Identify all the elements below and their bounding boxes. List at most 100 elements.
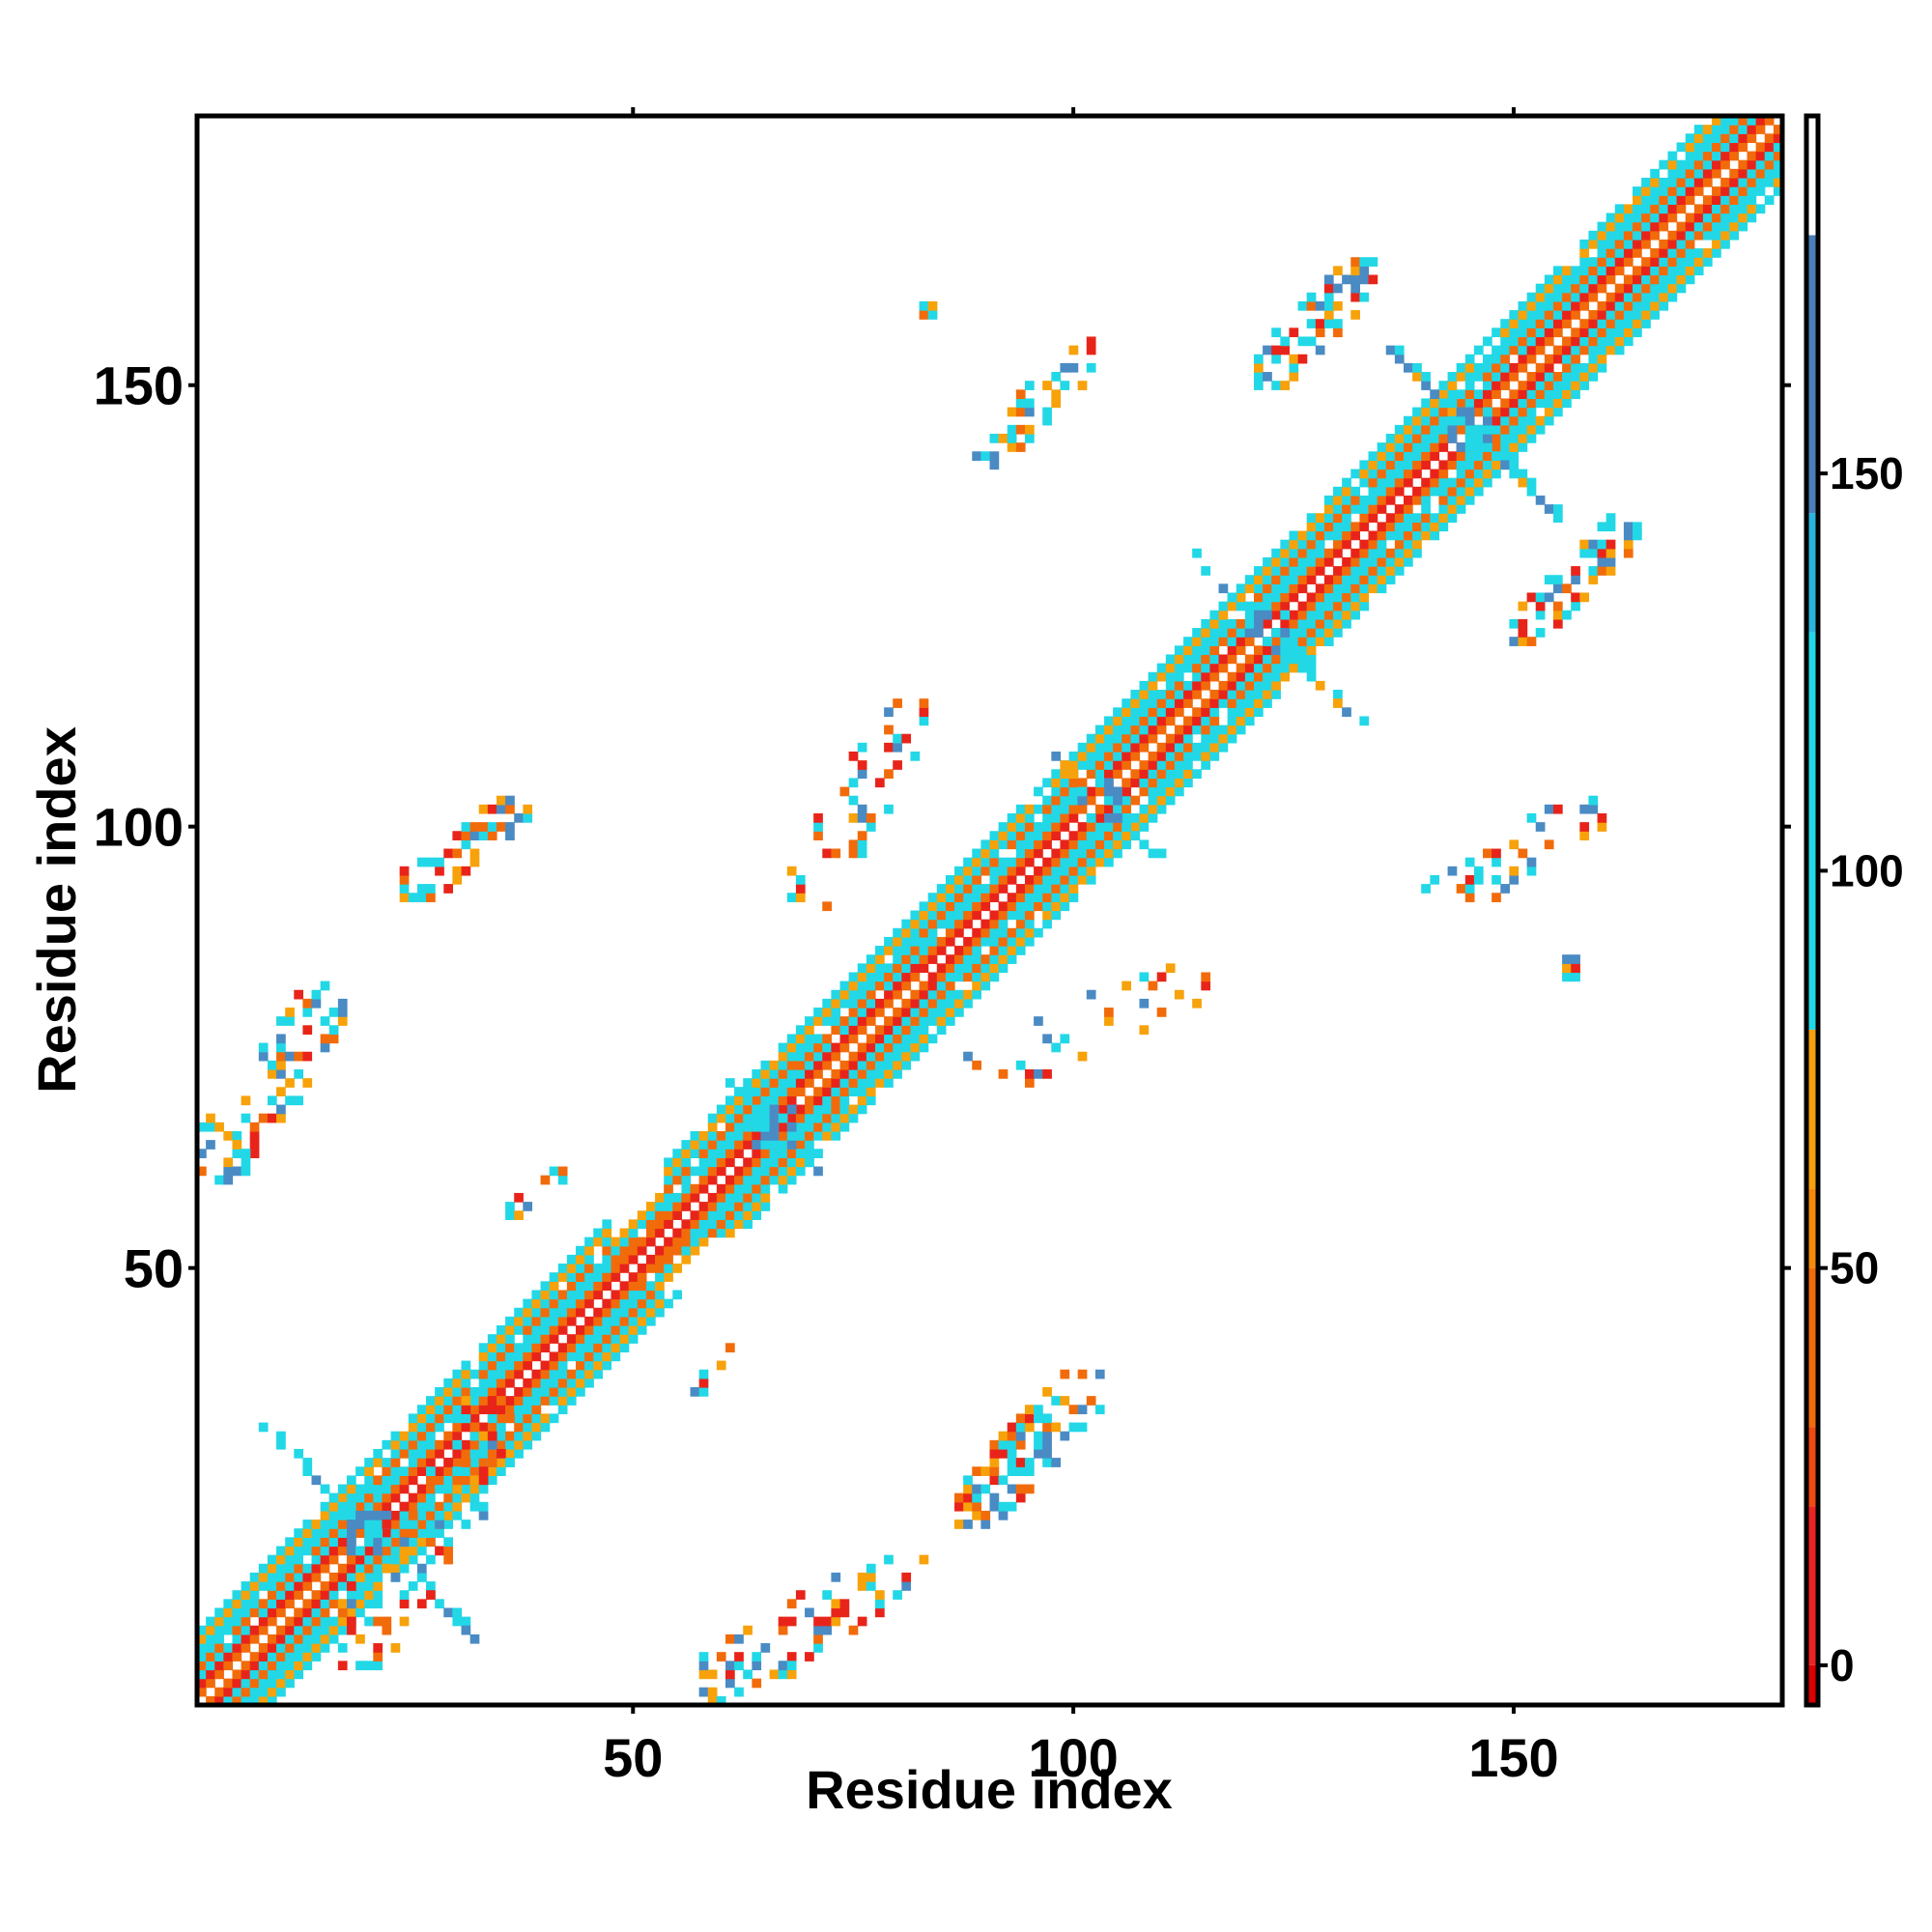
heatmap-cell xyxy=(1464,381,1475,390)
heatmap-cell xyxy=(690,1166,700,1177)
heatmap-cell xyxy=(566,1307,577,1318)
heatmap-cell xyxy=(919,936,929,947)
heatmap-cell xyxy=(1473,477,1484,488)
heatmap-cell xyxy=(373,1643,384,1653)
heatmap-cell xyxy=(443,1413,453,1424)
heatmap-cell xyxy=(531,1396,542,1406)
heatmap-cell xyxy=(1333,548,1343,558)
heatmap-cell xyxy=(734,1175,744,1185)
heatmap-cell xyxy=(1148,760,1158,770)
heatmap-cell xyxy=(1492,460,1501,470)
heatmap-cell xyxy=(496,1466,506,1476)
heatmap-cell xyxy=(998,1475,1009,1486)
heatmap-cell xyxy=(1720,177,1730,187)
x-tick-label: 50 xyxy=(603,1727,663,1788)
heatmap-cell xyxy=(1412,522,1422,532)
heatmap-cell xyxy=(1306,319,1317,328)
heatmap-cell xyxy=(302,1572,313,1582)
heatmap-cell xyxy=(645,1210,656,1220)
heatmap-cell xyxy=(1552,327,1563,338)
heatmap-cell xyxy=(813,822,823,832)
heatmap-cell xyxy=(469,831,480,840)
heatmap-cell xyxy=(1218,663,1229,673)
heatmap-cell xyxy=(337,1572,348,1582)
heatmap-cell xyxy=(328,1528,339,1538)
heatmap-cell xyxy=(1323,513,1334,523)
heatmap-cell xyxy=(364,1537,374,1548)
heatmap-cell xyxy=(1605,257,1616,267)
heatmap-cell xyxy=(355,1546,365,1556)
heatmap-cell xyxy=(584,1290,594,1300)
heatmap-cell xyxy=(593,1264,603,1273)
heatmap-cell xyxy=(619,1254,630,1264)
heatmap-cell xyxy=(936,910,947,921)
heatmap-cell xyxy=(1412,407,1422,417)
heatmap-cell xyxy=(1156,804,1167,814)
heatmap-cell xyxy=(1156,848,1167,859)
heatmap-cell xyxy=(1297,637,1308,646)
heatmap-cell xyxy=(258,1113,269,1123)
heatmap-cell xyxy=(1094,812,1105,823)
heatmap-cell xyxy=(1526,345,1537,355)
heatmap-cell xyxy=(734,1634,744,1644)
heatmap-cell xyxy=(972,972,981,982)
heatmap-cell xyxy=(813,1008,823,1017)
heatmap-cell xyxy=(1263,663,1272,673)
heatmap-cell xyxy=(1042,1034,1052,1044)
heatmap-cell xyxy=(1552,292,1563,302)
heatmap-cell xyxy=(1051,866,1062,876)
heatmap-cell xyxy=(1633,327,1642,338)
heatmap-cell xyxy=(232,1130,242,1141)
heatmap-cell xyxy=(1042,795,1052,806)
heatmap-cell xyxy=(1492,354,1501,364)
heatmap-cell xyxy=(839,989,850,1000)
heatmap-cell xyxy=(602,1236,612,1247)
heatmap-cell xyxy=(285,1616,295,1627)
heatmap-cell xyxy=(1562,381,1572,390)
heatmap-cell xyxy=(346,1599,356,1609)
heatmap-cell xyxy=(1263,372,1272,382)
heatmap-cell xyxy=(1526,415,1537,426)
heatmap-cell xyxy=(1693,230,1704,241)
heatmap-cell xyxy=(461,1396,471,1406)
heatmap-cell xyxy=(390,1554,401,1565)
heatmap-cell xyxy=(461,1405,471,1415)
heatmap-cell xyxy=(1359,257,1370,267)
heatmap-cell xyxy=(602,1298,612,1309)
heatmap-cell xyxy=(232,1616,242,1627)
heatmap-cell xyxy=(1650,300,1660,311)
heatmap-cell xyxy=(258,1616,269,1627)
heatmap-cell xyxy=(655,1202,665,1211)
heatmap-cell xyxy=(505,1325,515,1335)
heatmap-cell xyxy=(866,1087,876,1097)
heatmap-cell xyxy=(566,1272,577,1282)
heatmap-cell xyxy=(452,1475,463,1486)
heatmap-cell xyxy=(822,1122,832,1132)
heatmap-cell xyxy=(1104,812,1114,823)
heatmap-cell xyxy=(241,1095,251,1106)
heatmap-cell xyxy=(919,919,929,929)
heatmap-cell xyxy=(1588,362,1599,373)
heatmap-cell xyxy=(611,1334,621,1344)
heatmap-cell xyxy=(1544,804,1554,814)
heatmap-cell xyxy=(1315,530,1325,541)
heatmap-cell xyxy=(1315,539,1325,550)
heatmap-cell xyxy=(1377,583,1387,594)
heatmap-cell xyxy=(549,1351,559,1362)
heatmap-cell xyxy=(893,1069,902,1079)
heatmap-cell xyxy=(1060,884,1070,894)
heatmap-cell xyxy=(884,769,894,780)
heatmap-cell xyxy=(1130,752,1141,761)
heatmap-cell xyxy=(1024,434,1035,443)
heatmap-cell xyxy=(1641,257,1651,267)
heatmap-cell xyxy=(1385,513,1396,523)
heatmap-cell xyxy=(1227,716,1237,726)
heatmap-cell xyxy=(1693,125,1704,134)
heatmap-cell xyxy=(531,1334,542,1344)
heatmap-cell xyxy=(294,1069,303,1079)
heatmap-cell xyxy=(1473,407,1484,417)
heatmap-cell xyxy=(337,1581,348,1591)
heatmap-cell xyxy=(866,1572,876,1582)
heatmap-cell xyxy=(276,1016,286,1026)
heatmap-cell xyxy=(778,1157,788,1168)
